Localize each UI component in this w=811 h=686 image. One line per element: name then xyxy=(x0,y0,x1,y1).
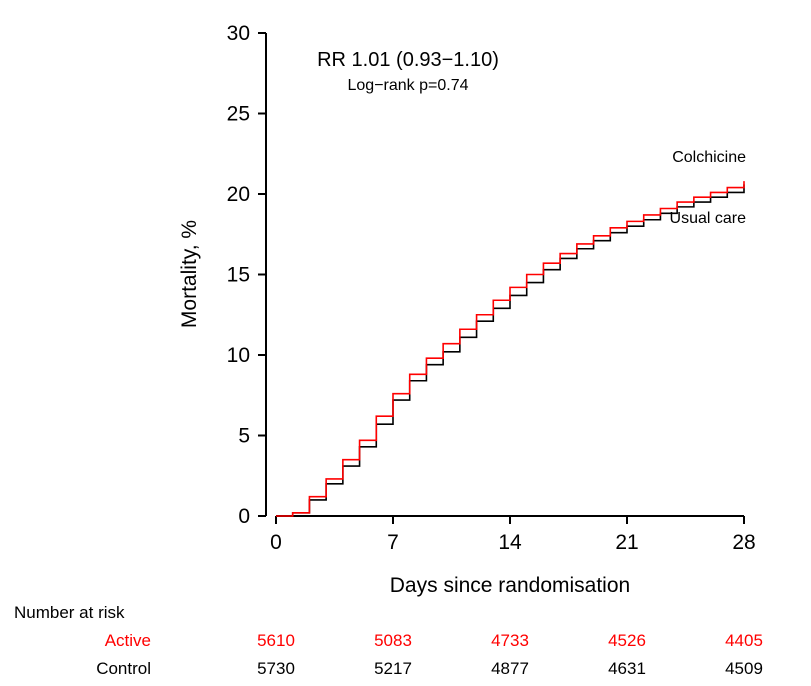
y-tick-label: 30 xyxy=(227,22,250,45)
risk-count: 5083 xyxy=(374,631,412,650)
x-tick-label: 0 xyxy=(270,531,282,554)
x-tick-label: 28 xyxy=(732,531,755,554)
mortality-chart: 0 5 10 15 20 25 30 0 7 14 21 28 RR 1.01 (0.93−1.10)… xyxy=(178,22,756,597)
x-axis-title: Days since randomisation xyxy=(390,574,630,597)
usual-care-curve-label: Usual care xyxy=(670,210,747,227)
risk-count: 5217 xyxy=(374,659,412,678)
risk-table-title: Number at risk xyxy=(14,603,125,622)
y-tick-label: 10 xyxy=(227,344,250,367)
y-tick-label: 25 xyxy=(227,103,250,126)
risk-count: 4509 xyxy=(725,659,763,678)
risk-count: 4405 xyxy=(725,631,763,650)
risk-count: 4877 xyxy=(491,659,529,678)
risk-count: 5730 xyxy=(257,659,295,678)
risk-row-label-active: Active xyxy=(104,631,151,650)
survival-curves xyxy=(276,181,745,517)
axes: 0 5 10 15 20 25 30 0 7 14 21 28 xyxy=(227,22,756,554)
y-axis-title: Mortality, % xyxy=(178,220,201,328)
x-tick-label: 7 xyxy=(387,531,399,554)
risk-row-label-control: Control xyxy=(96,659,151,678)
risk-count: 4526 xyxy=(608,631,646,650)
x-tick-label: 14 xyxy=(498,531,522,554)
risk-count: 5610 xyxy=(257,631,295,650)
y-tick-label: 20 xyxy=(227,183,250,206)
risk-count: 4733 xyxy=(491,631,529,650)
x-tick-label: 21 xyxy=(615,531,638,554)
risk-count: 4631 xyxy=(608,659,646,678)
y-tick-label: 15 xyxy=(227,264,250,287)
y-tick-label: 0 xyxy=(238,505,250,528)
rr-annotation: RR 1.01 (0.93−1.10) xyxy=(317,49,499,71)
logrank-annotation: Log−rank p=0.74 xyxy=(348,77,469,94)
colchicine-curve-label: Colchicine xyxy=(672,149,746,166)
curve-colchicine xyxy=(276,181,745,517)
y-tick-label: 5 xyxy=(238,425,250,448)
curve-usual-care xyxy=(276,184,745,517)
